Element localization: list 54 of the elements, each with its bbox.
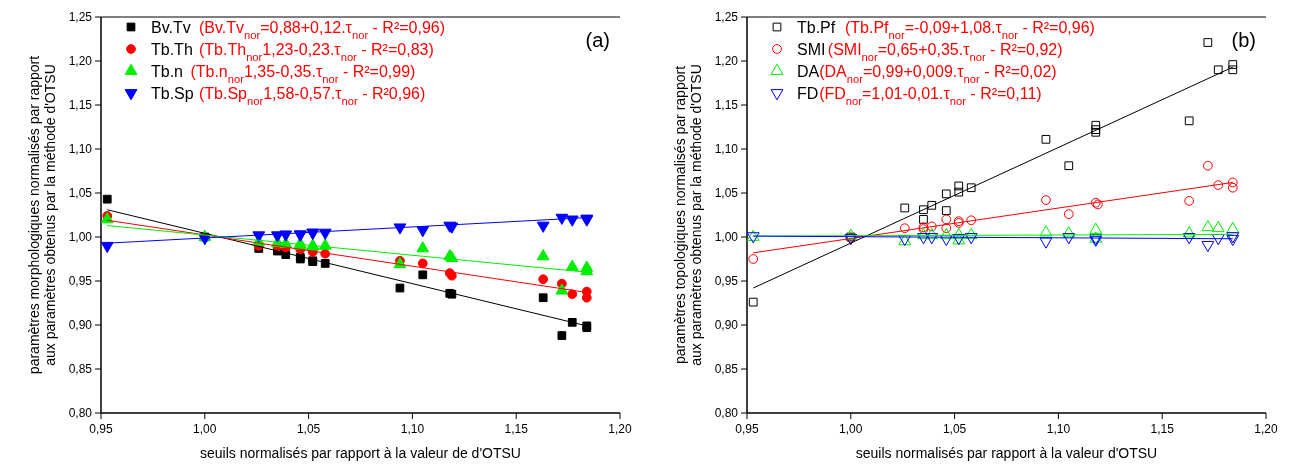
x-tick-label: 1,05	[942, 422, 967, 436]
y-tick-label: 1,15	[68, 98, 93, 112]
y-tick-label: 0,85	[714, 362, 739, 376]
y-tick-label: 0,90	[68, 318, 93, 332]
y-tick-label: 1,00	[714, 230, 739, 244]
legend-label: Bv.Tv	[151, 19, 191, 36]
y-tick-label: 1,10	[714, 142, 739, 156]
x-tick-label: 1,15	[504, 422, 529, 436]
y-tick-label: 1,25	[714, 10, 739, 24]
legend-label: Tb.n	[151, 63, 184, 80]
y-axis-title: paramètres topologiques normalisés par rapport aux paramètres obtenus par la méthode d'OTSU	[672, 64, 704, 366]
x-tick-label: 1,10	[400, 422, 425, 436]
x-tick-label: 1,00	[193, 422, 217, 436]
annotation: (Tb.n$_{nor}$1,35-0,35.τ$_{nor}$ - R²=0,99)	[190, 63, 416, 85]
annotation: (Tb.Pf$_{nor}$=-0,09+1,08.τ$_{nor}$ - R²=0,96)	[845, 19, 1095, 41]
y-tick-label: 1,15	[714, 98, 739, 112]
y-tick-label: 0,85	[68, 362, 93, 376]
annotation: (SMI$_{nor}$=0,65+0,35.τ$_{nor}$ - R²=0,92)	[827, 41, 1063, 63]
x-tick-label: 1,05	[296, 422, 321, 436]
y-tick-label: 1,20	[714, 54, 739, 68]
x-axis-title: seuils normalisés par rapport à la valeur d'OTSU	[855, 445, 1158, 461]
y-tick-label: 1,05	[68, 186, 93, 200]
legend-label: Tb.Pf	[797, 19, 836, 36]
x-axis-title: seuils normalisés par rapport à la valeur de d'OTSU	[200, 445, 521, 461]
x-tick-label: 1,20	[608, 422, 632, 436]
x-tick-label: 1,20	[1254, 422, 1278, 436]
y-tick-label: 0,80	[68, 406, 93, 420]
annotation: (Tb.Sp$_{nor}$1,58-0,57.τ$_{nor}$ - R²0,96)	[199, 85, 426, 107]
y-tick-label: 0,95	[714, 274, 739, 288]
legend-label: DA	[797, 63, 820, 80]
y-tick-label: 0,80	[714, 406, 739, 420]
y-tick-label: 1,00	[68, 230, 93, 244]
y-tick-label: 1,20	[68, 54, 93, 68]
annotation: (a)	[585, 29, 610, 51]
x-tick-label: 1,10	[1046, 422, 1071, 436]
x-tick-label: 0,95	[89, 422, 113, 436]
y-tick-label: 0,90	[714, 318, 739, 332]
x-tick-label: 1,00	[839, 422, 863, 436]
y-tick-label: 1,25	[68, 10, 93, 24]
annotation: (DA$_{nor}$=0,99+0,009.τ$_{nor}$ - R²=0,02)	[819, 63, 1057, 85]
legend-label: SMI	[797, 41, 826, 58]
legend-label: Tb.Sp	[151, 85, 194, 102]
x-tick-label: 1,15	[1150, 422, 1175, 436]
legend-label: FD	[797, 85, 819, 102]
y-tick-label: 0,95	[68, 274, 93, 288]
legend-label: Tb.Th	[151, 41, 193, 58]
y-axis-title: paramètres morphologiques normalisés par rapport aux paramètres obtenus par la méthode d'OTSU	[26, 55, 58, 375]
y-tick-label: 1,05	[714, 186, 739, 200]
y-tick-label: 1,10	[68, 142, 93, 156]
x-tick-label: 0,95	[735, 422, 759, 436]
annotation: (FD$_{nor}$=1,01-0,01.τ$_{nor}$ - R²=0,11)	[819, 85, 1042, 107]
annotation: (b)	[1231, 29, 1256, 51]
annotation: (Bv.Tv$_{nor}$=0,88+0,12.τ$_{nor}$ - R²=0,96)	[199, 19, 446, 41]
annotation: (Tb.Th$_{nor}$1,23-0,23.τ$_{nor}$ - R²=0,83)	[199, 41, 434, 63]
